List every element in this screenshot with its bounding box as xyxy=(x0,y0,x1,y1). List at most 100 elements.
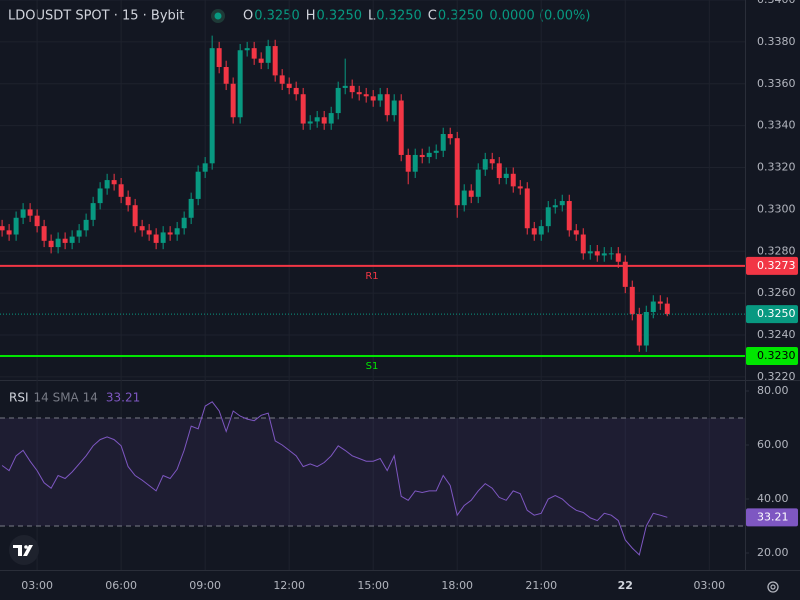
status-dot xyxy=(214,12,222,20)
x-tick-label: 03:00 xyxy=(21,579,53,592)
candle-body xyxy=(664,303,670,315)
candle-body xyxy=(90,203,96,220)
ohlc-value: 0.3250 xyxy=(317,9,363,24)
ohlc-key: C xyxy=(428,9,437,24)
change: 0.0000 (0.00%) xyxy=(489,9,590,24)
candle-body xyxy=(538,226,544,235)
price-tag-label: 33.21 xyxy=(757,510,789,523)
candle-body xyxy=(125,196,131,206)
candle-body xyxy=(391,100,397,116)
candle-body xyxy=(608,253,614,255)
candle-body xyxy=(370,96,376,101)
price-tag xyxy=(746,305,798,324)
candle-body xyxy=(244,48,250,51)
indicator-params: 14 SMA 14 xyxy=(34,391,98,405)
price-tag-label: 0.3273 xyxy=(757,259,796,272)
x-tick-label: 22 xyxy=(618,579,633,592)
y-tick-label: 0.3300 xyxy=(757,202,796,215)
header: LDOUSDT SPOT · 15 · Bybit O 0.3250 H 0.3250… xyxy=(8,9,590,24)
candle-body xyxy=(41,226,47,241)
candle-body xyxy=(475,169,481,197)
level-name: S1 xyxy=(366,361,379,372)
candle-body xyxy=(139,226,145,231)
y-tick-label: 0.3220 xyxy=(757,370,796,383)
ohlc-key: O xyxy=(243,9,253,24)
candle-body xyxy=(412,154,418,172)
candle-body xyxy=(356,92,362,95)
candle-body xyxy=(496,163,502,178)
candle-body xyxy=(615,253,621,262)
candle-body xyxy=(629,286,635,315)
candle-body xyxy=(202,163,208,172)
candle-body xyxy=(335,87,341,114)
candle-body xyxy=(384,94,390,116)
candle-body xyxy=(580,234,586,254)
candle-body xyxy=(321,117,327,124)
rsi-line xyxy=(1,401,668,556)
candle-body xyxy=(153,234,159,243)
price-tag xyxy=(746,508,798,527)
candle-body xyxy=(167,232,173,235)
candle-body xyxy=(13,217,19,235)
candle-body xyxy=(601,253,607,256)
candle-body xyxy=(489,159,495,164)
candle-body xyxy=(594,251,600,256)
candle-body xyxy=(265,46,271,63)
candle-body xyxy=(328,113,334,124)
candle-body xyxy=(657,301,663,304)
candle-body xyxy=(62,238,68,243)
indicator-value: 33.21 xyxy=(106,391,140,405)
candle-body xyxy=(447,134,453,139)
candle-body xyxy=(83,219,89,231)
candle-body xyxy=(300,94,306,124)
y-tick-label: 0.3340 xyxy=(757,119,796,132)
ohlc-value: 0.3250 xyxy=(438,9,484,24)
candle-body xyxy=(69,236,75,243)
price-tag-label: 0.3230 xyxy=(757,349,796,362)
x-tick-label: 18:00 xyxy=(441,579,473,592)
x-tick-label: 06:00 xyxy=(105,579,137,592)
candle-body xyxy=(398,100,404,155)
candle-body xyxy=(76,230,82,237)
candle-body xyxy=(573,230,579,235)
y-tick-label: 60.00 xyxy=(757,438,789,451)
candle-body xyxy=(223,67,229,84)
level-name: R1 xyxy=(365,271,378,282)
x-tick-label: 15:00 xyxy=(357,579,389,592)
candle-body xyxy=(293,87,299,95)
candle-body xyxy=(279,75,285,84)
candle-body xyxy=(174,228,180,235)
symbol: LDOUSDT SPOT · 15 · Bybit xyxy=(8,9,185,24)
y-tick-label: 0.3380 xyxy=(757,35,796,48)
candle-body xyxy=(342,85,348,88)
candle-body xyxy=(237,50,243,118)
candle-body xyxy=(132,205,138,227)
candle-body xyxy=(272,46,278,76)
candle-body xyxy=(34,215,40,227)
candle-body xyxy=(55,238,61,248)
x-tick-label: 12:00 xyxy=(273,579,305,592)
candle-body xyxy=(0,226,5,231)
candle-body xyxy=(48,240,54,248)
candle-body xyxy=(545,207,551,227)
candle-body xyxy=(216,48,222,68)
candle-body xyxy=(230,83,236,118)
y-tick-label: 0.3360 xyxy=(757,77,796,90)
candle-body xyxy=(566,201,572,231)
tv-logo[interactable] xyxy=(9,535,39,565)
candle-body xyxy=(188,198,194,218)
candle-body xyxy=(118,184,124,197)
settings-icon[interactable] xyxy=(767,581,779,593)
candle-body xyxy=(146,230,152,235)
candle-body xyxy=(209,48,215,164)
price-tag-label: 0.3250 xyxy=(757,307,796,320)
indicator-title: RSI xyxy=(9,391,29,405)
candle-body xyxy=(97,188,103,204)
candle-body xyxy=(377,94,383,101)
y-tick-label: 0.3320 xyxy=(757,161,796,174)
y-tick-label: 80.00 xyxy=(757,384,789,397)
candle-body xyxy=(419,154,425,158)
